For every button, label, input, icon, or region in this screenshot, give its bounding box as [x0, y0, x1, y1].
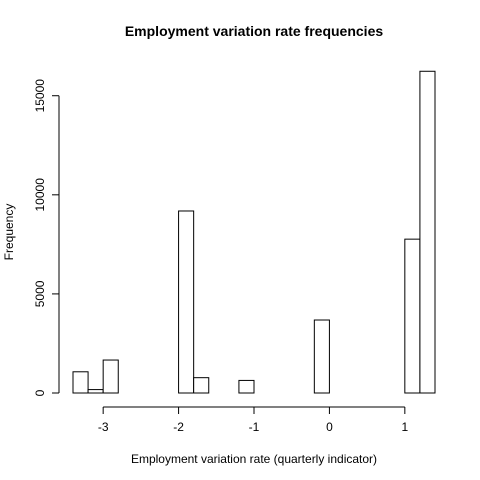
- histogram-bar: [102, 359, 119, 394]
- y-tick-label: 10000: [33, 178, 47, 212]
- histogram-bar: [238, 379, 255, 394]
- histogram-bar: [193, 377, 210, 394]
- x-axis: -3 -2 -1 0 1: [98, 406, 408, 434]
- bars-group: [72, 70, 436, 394]
- histogram-bar: [72, 371, 89, 394]
- y-axis: 0 5000 10000 15000: [33, 79, 60, 396]
- histogram-bar: [178, 210, 195, 394]
- x-tick-label: 1: [401, 420, 408, 434]
- y-tick-label: 15000: [33, 79, 47, 113]
- histogram-bar: [313, 319, 330, 394]
- x-tick-label: -3: [98, 420, 109, 434]
- histogram-bar: [419, 70, 436, 394]
- x-tick-label: 0: [326, 420, 333, 434]
- y-axis-label: Frequency: [2, 204, 16, 261]
- histogram-bar: [87, 389, 104, 394]
- histogram-bar: [404, 238, 421, 394]
- y-tick-label: 5000: [33, 280, 47, 307]
- chart-title: Employment variation rate frequencies: [125, 23, 384, 39]
- y-tick-label: 0: [33, 389, 47, 396]
- x-axis-label: Employment variation rate (quarterly ind…: [131, 452, 377, 466]
- x-tick-label: -1: [249, 420, 260, 434]
- x-tick-label: -2: [173, 420, 184, 434]
